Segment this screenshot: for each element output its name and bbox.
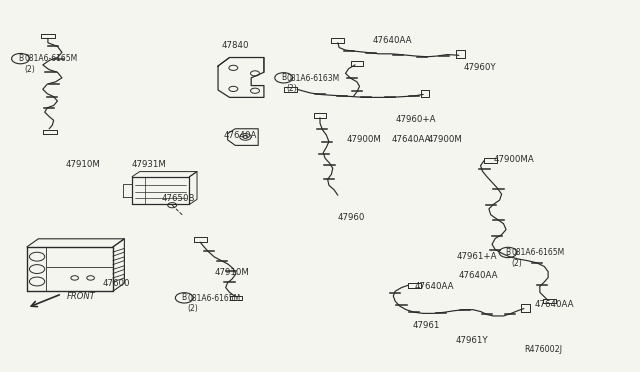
Text: 47960+A: 47960+A <box>395 115 436 124</box>
Text: 47650B: 47650B <box>162 195 195 203</box>
Text: 47960Y: 47960Y <box>464 63 497 72</box>
Text: R476002J: R476002J <box>525 345 563 354</box>
Text: 47961: 47961 <box>412 321 440 330</box>
Text: 47640A: 47640A <box>223 131 257 140</box>
Text: 47931M: 47931M <box>132 160 167 169</box>
Text: 47900M: 47900M <box>347 135 381 144</box>
Text: 47961+A: 47961+A <box>457 251 497 261</box>
Text: 47900MA: 47900MA <box>494 155 534 164</box>
Text: 47640AA: 47640AA <box>372 36 412 45</box>
Text: 47840: 47840 <box>222 41 250 50</box>
Text: 47640AA: 47640AA <box>414 282 454 291</box>
Text: 081A6-6163M
(2): 081A6-6163M (2) <box>287 74 340 93</box>
Text: 47640AA: 47640AA <box>392 135 431 144</box>
Text: B: B <box>506 248 511 257</box>
Text: 081A6-6165M
(2): 081A6-6165M (2) <box>511 248 564 268</box>
Text: 47960: 47960 <box>338 213 365 222</box>
Text: 47910M: 47910M <box>215 268 250 277</box>
Text: 47900M: 47900M <box>428 135 463 144</box>
Text: 081A6-6165M
(2): 081A6-6165M (2) <box>24 54 77 74</box>
Text: FRONT: FRONT <box>67 292 96 301</box>
Text: 47600: 47600 <box>102 279 129 288</box>
Text: B: B <box>281 73 286 82</box>
Text: 47640AA: 47640AA <box>459 271 499 280</box>
Text: B: B <box>182 294 187 302</box>
Text: 47961Y: 47961Y <box>455 336 488 345</box>
Text: 47910M: 47910M <box>65 160 100 169</box>
Text: 081A6-6165M
(2): 081A6-6165M (2) <box>188 294 241 313</box>
Text: B: B <box>18 54 23 63</box>
Text: 47640AA: 47640AA <box>534 300 573 310</box>
